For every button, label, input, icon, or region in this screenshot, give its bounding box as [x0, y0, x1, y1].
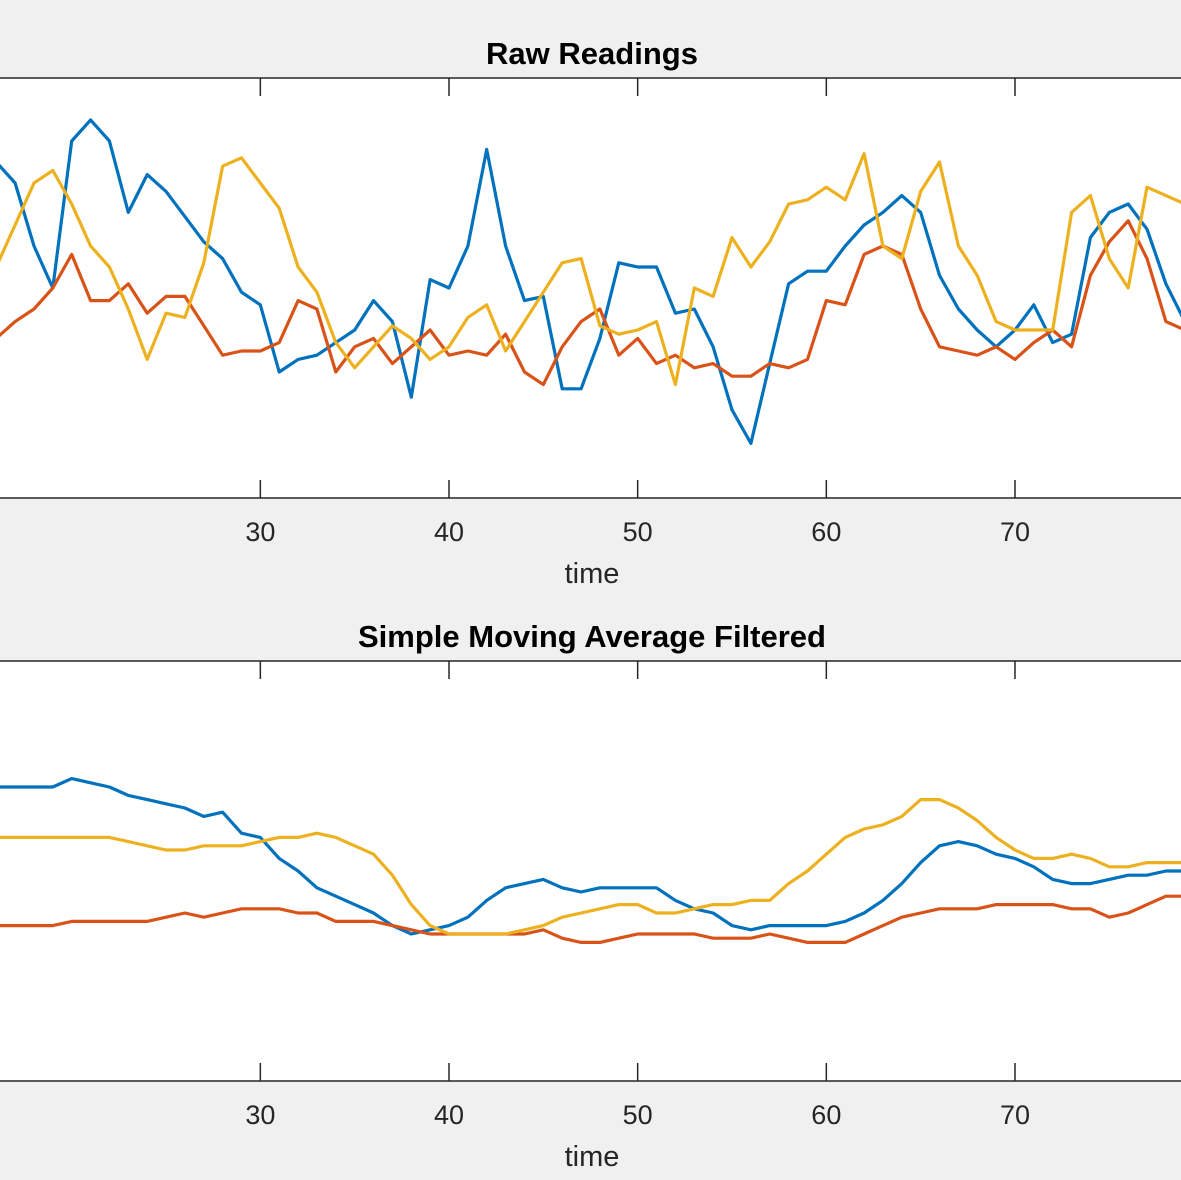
series-line-2	[0, 219, 1181, 387]
x-tick-label: 40	[434, 517, 464, 547]
x-tick-label: 30	[245, 1100, 275, 1130]
plot-area	[0, 661, 1181, 1081]
sma-filtered-panel: 30 40 50 60 70 Simple Moving Average Filtere…	[0, 619, 1181, 1173]
series-layer	[0, 118, 1181, 445]
x-tick-label: 60	[811, 1100, 841, 1130]
x-tick-label: 50	[623, 1100, 653, 1130]
chart-title: Simple Moving Average Filtered	[358, 619, 826, 654]
x-tick-label: 70	[1000, 1100, 1030, 1130]
series-layer	[0, 776, 1181, 945]
x-ticks: 30 40 50 60 70	[245, 661, 1030, 1130]
series-line-2	[0, 894, 1181, 945]
chart-title: Raw Readings	[486, 36, 698, 71]
x-axis-label: time	[565, 1141, 620, 1173]
x-axis-label: time	[565, 558, 620, 590]
x-tick-label: 30	[245, 517, 275, 547]
series-line-1	[0, 118, 1181, 445]
x-tick-label: 70	[1000, 517, 1030, 547]
x-ticks: 30 40 50 60 70	[245, 78, 1030, 547]
raw-readings-panel: 30 40 50 60 70 Raw Readings time	[0, 36, 1181, 590]
x-tick-label: 50	[623, 517, 653, 547]
series-line-3	[0, 797, 1181, 936]
x-tick-label: 40	[434, 1100, 464, 1130]
series-line-1	[0, 776, 1181, 936]
series-line-3	[0, 152, 1181, 387]
x-tick-label: 60	[811, 517, 841, 547]
